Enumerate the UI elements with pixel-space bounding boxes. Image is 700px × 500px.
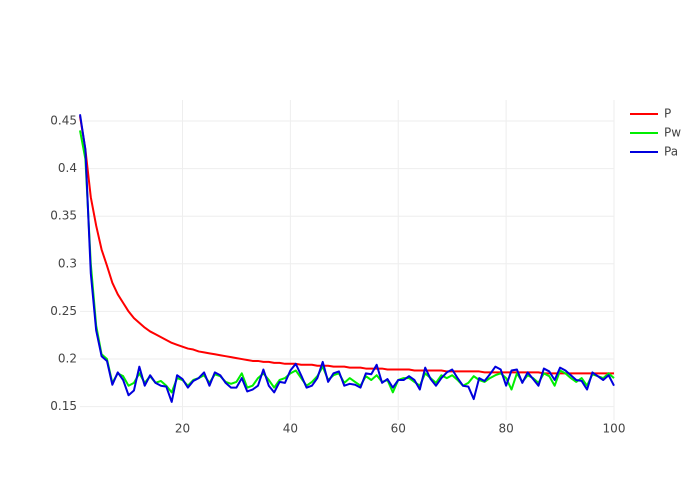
x-tick-label: 80 (498, 422, 513, 436)
series-line (79, 116, 614, 375)
x-tick-label: 60 (391, 422, 406, 436)
series-line (79, 114, 615, 403)
y-tick-label: 0.4 (58, 161, 77, 175)
y-tick-label: 0.45 (50, 113, 77, 127)
y-tick-label: 0.25 (50, 304, 77, 318)
y-tick-label: 0.3 (58, 256, 77, 270)
y-tick-label: 0.2 (58, 352, 77, 366)
series-line (79, 130, 615, 394)
x-tick-label: 40 (283, 422, 298, 436)
x-tick-label: 20 (175, 422, 190, 436)
y-tick-label: 0.35 (50, 209, 77, 223)
legend-label: Pw (664, 126, 681, 140)
legend-label: Pa (664, 145, 678, 159)
legend-label: P (664, 107, 671, 121)
x-tick-label: 100 (603, 422, 626, 436)
y-tick-label: 0.15 (50, 399, 77, 413)
